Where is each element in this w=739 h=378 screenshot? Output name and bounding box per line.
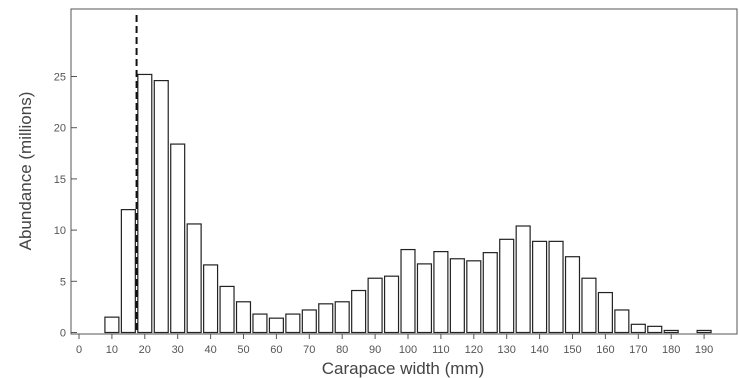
y-axis: 0 5 10 15 20 25	[54, 72, 77, 340]
bar	[318, 303, 334, 334]
bar	[647, 325, 663, 334]
bar	[400, 248, 416, 334]
x-axis-title: Carapace width (mm)	[322, 359, 485, 378]
y-axis-title: Abundance (millions)	[16, 92, 35, 251]
x-tick-label: 160	[596, 344, 614, 356]
x-axis: 0 10 20 30 40 50 60 70 80 90 100 110 120 130 140 150 160…	[76, 334, 713, 356]
y-tick-label: 10	[54, 225, 66, 237]
bar	[581, 277, 597, 334]
bar	[367, 277, 383, 334]
bar	[482, 252, 498, 334]
x-tick-label: 120	[465, 344, 483, 356]
bar	[416, 263, 433, 334]
bar	[433, 251, 449, 334]
x-tick-label: 0	[76, 344, 82, 356]
bar	[268, 317, 284, 334]
bar	[515, 225, 531, 334]
x-tick-label: 60	[270, 344, 282, 356]
bar	[663, 329, 679, 334]
x-tick-label: 110	[432, 344, 450, 356]
bar	[203, 264, 219, 334]
y-tick-label: 5	[60, 276, 66, 288]
bar	[466, 260, 482, 334]
bar	[499, 238, 515, 334]
bar	[548, 240, 564, 334]
x-tick-label: 30	[172, 344, 184, 356]
bar	[334, 301, 350, 334]
bar	[696, 329, 712, 334]
bar	[301, 309, 317, 334]
bar	[104, 316, 120, 334]
y-tick-label: 20	[54, 123, 66, 135]
bar	[351, 289, 367, 334]
bar	[564, 256, 581, 334]
bar	[186, 223, 202, 334]
x-tick-label: 40	[204, 344, 216, 356]
x-tick-label: 10	[106, 344, 118, 356]
bar	[532, 240, 548, 334]
bar	[252, 313, 268, 334]
bar	[137, 73, 153, 334]
x-tick-label: 190	[695, 344, 713, 356]
x-tick-label: 80	[336, 344, 348, 356]
bar	[170, 143, 186, 334]
y-tick-label: 25	[54, 72, 66, 84]
bar	[219, 285, 235, 334]
bar-series	[104, 73, 712, 334]
bar	[630, 323, 646, 334]
x-tick-label: 50	[237, 344, 249, 356]
x-tick-label: 100	[399, 344, 417, 356]
bar	[449, 258, 465, 334]
plot-frame	[70, 8, 738, 335]
bar	[597, 291, 613, 334]
bar	[383, 275, 400, 334]
x-tick-label: 90	[369, 344, 381, 356]
x-tick-label: 170	[629, 344, 647, 356]
bar	[235, 301, 252, 334]
bar	[614, 309, 630, 334]
x-tick-label: 70	[303, 344, 315, 356]
x-tick-label: 130	[498, 344, 516, 356]
y-tick-label: 15	[54, 174, 66, 186]
x-tick-label: 140	[530, 344, 548, 356]
x-tick-label: 150	[563, 344, 581, 356]
x-tick-label: 180	[662, 344, 680, 356]
bar	[153, 79, 169, 334]
x-tick-label: 20	[139, 344, 151, 356]
y-tick-label: 0	[60, 328, 66, 340]
bar	[120, 209, 136, 334]
bar	[285, 313, 301, 334]
